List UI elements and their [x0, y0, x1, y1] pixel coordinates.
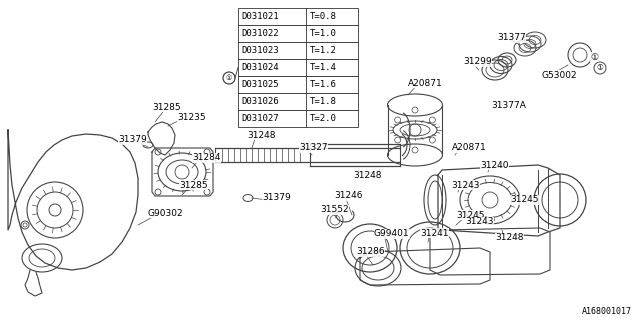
Text: ①: ①	[596, 63, 604, 73]
Bar	[238, 8, 358, 25]
Text: 31379: 31379	[262, 194, 291, 203]
Bar	[238, 42, 358, 59]
Text: 31285: 31285	[152, 102, 180, 111]
Text: T=2.0: T=2.0	[310, 114, 337, 123]
Text: 31241: 31241	[420, 228, 449, 237]
Text: G53002: G53002	[541, 70, 577, 79]
Text: 31552: 31552	[320, 205, 349, 214]
Text: 31248: 31248	[353, 171, 381, 180]
Bar	[238, 59, 358, 76]
Text: D031022: D031022	[241, 29, 278, 38]
Text: 31245: 31245	[510, 196, 538, 204]
Text: D031026: D031026	[241, 97, 278, 106]
Text: D031027: D031027	[241, 114, 278, 123]
Text: 31285: 31285	[179, 180, 207, 189]
Text: 31246: 31246	[334, 191, 362, 201]
Text: T=1.0: T=1.0	[310, 29, 337, 38]
Text: T=1.4: T=1.4	[310, 63, 337, 72]
Bar	[238, 76, 358, 93]
Text: 31248: 31248	[247, 131, 275, 140]
Text: 31240: 31240	[480, 161, 509, 170]
Text: 31248: 31248	[495, 234, 524, 243]
Text: 31377A: 31377A	[491, 100, 526, 109]
Text: 31377: 31377	[497, 34, 525, 43]
Text: 31284: 31284	[192, 154, 221, 163]
Text: 31286: 31286	[356, 247, 385, 257]
Text: D031023: D031023	[241, 46, 278, 55]
Text: 31299: 31299	[463, 58, 492, 67]
Text: T=0.8: T=0.8	[310, 12, 337, 21]
Text: 31245: 31245	[456, 211, 484, 220]
Text: A20871: A20871	[452, 143, 487, 153]
Text: G90302: G90302	[148, 209, 184, 218]
Text: T=1.8: T=1.8	[310, 97, 337, 106]
Text: A20871: A20871	[408, 78, 443, 87]
Text: 31243: 31243	[465, 218, 493, 227]
Text: A168001017: A168001017	[582, 308, 632, 316]
Bar	[238, 25, 358, 42]
Text: G99401: G99401	[374, 229, 410, 238]
Text: D031024: D031024	[241, 63, 278, 72]
Text: ①: ①	[226, 75, 232, 81]
Text: 31327: 31327	[299, 143, 328, 153]
Text: T=1.6: T=1.6	[310, 80, 337, 89]
Text: D031025: D031025	[241, 80, 278, 89]
Bar	[238, 110, 358, 127]
Text: 31379: 31379	[118, 135, 147, 145]
Text: ①: ①	[590, 52, 598, 61]
Bar	[238, 93, 358, 110]
Text: 31243: 31243	[451, 180, 479, 189]
Text: T=1.2: T=1.2	[310, 46, 337, 55]
Text: D031021: D031021	[241, 12, 278, 21]
Text: 31235: 31235	[177, 114, 205, 123]
